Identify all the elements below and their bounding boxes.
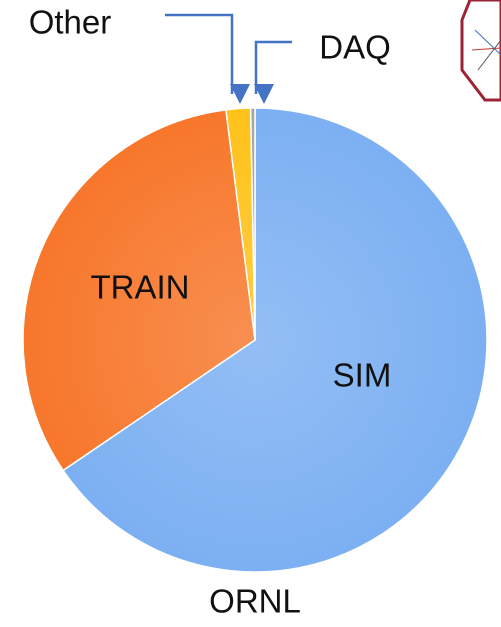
slice-label: TRAIN [91, 269, 190, 306]
slice-label: SIM [333, 357, 392, 394]
callout-label: DAQ [319, 29, 391, 66]
pie [22, 107, 488, 573]
callout-arrow [254, 40, 292, 104]
chart-title: ORNL [209, 583, 301, 620]
callout-label: Other [29, 4, 112, 41]
logo [460, 0, 501, 102]
callout-arrow [165, 13, 250, 104]
